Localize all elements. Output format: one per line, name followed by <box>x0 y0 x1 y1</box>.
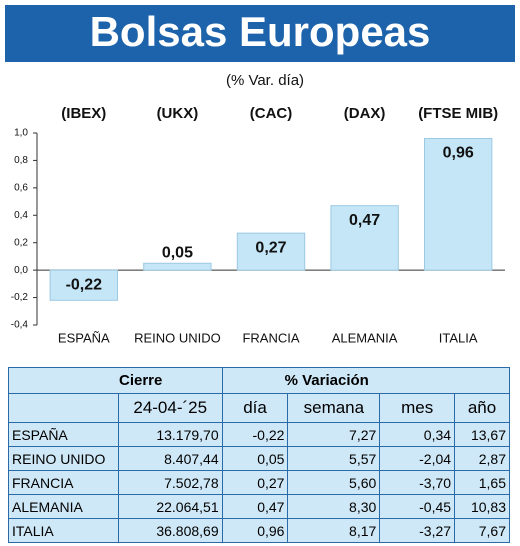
table-row: FRANCIA 7.502,78 0,27 5,60 -3,70 1,65 <box>8 470 510 495</box>
value-label: 0,47 <box>349 212 380 229</box>
table-row: ITALIA 36.808,69 0,96 8,17 -3,27 7,67 <box>8 518 510 543</box>
bar <box>143 262 212 271</box>
row-label: ESPAÑA <box>8 422 119 447</box>
y-tick-label: 0,2 <box>14 237 28 248</box>
table-row: REINO UNIDO 8.407,44 0,05 5,57 -2,04 2,87 <box>8 446 510 471</box>
cell: 7,27 <box>287 422 381 447</box>
cell: 13,67 <box>454 422 510 447</box>
cell: 7,67 <box>454 518 510 543</box>
value-label: -0,22 <box>66 276 103 293</box>
cell: 22.064,51 <box>117 494 223 519</box>
y-tick-label: 0,8 <box>14 155 28 166</box>
x-tick-label: ITALIA <box>439 330 478 345</box>
cell: 8,17 <box>287 518 381 543</box>
y-tick-label: 0,0 <box>14 265 28 276</box>
row-label: ALEMANIA <box>8 494 119 519</box>
y-tick-label: 0,4 <box>14 210 28 221</box>
date-header: 24-04-´25 <box>117 393 223 423</box>
cell: 5,60 <box>287 470 381 495</box>
table-row: ESPAÑA 13.179,70 -0,22 7,27 0,34 13,67 <box>8 422 510 447</box>
column-header: mes <box>379 393 456 423</box>
x-tick-label: REINO UNIDO <box>134 330 221 345</box>
title-banner <box>5 5 515 62</box>
cell: 7.502,78 <box>117 470 223 495</box>
y-tick-label: -0,2 <box>11 292 29 303</box>
index-label: (IBEX) <box>61 105 106 122</box>
cell: -2,04 <box>379 446 456 471</box>
bar <box>49 269 118 301</box>
cell: -0,45 <box>379 494 456 519</box>
cell: 36.808,69 <box>117 518 223 543</box>
index-label: (UKX) <box>157 105 199 122</box>
column-header: semana <box>287 393 381 423</box>
cell: 0,05 <box>221 446 289 471</box>
bar <box>236 232 306 271</box>
index-label: (DAX) <box>344 105 386 122</box>
chart: Bolsas Europeas (% Var. día) 1,0 0,8 0,6 0,… <box>5 5 515 345</box>
y-tick-label: 1,0 <box>14 128 28 139</box>
cell: -0,22 <box>221 422 289 447</box>
group-header: Cierre <box>8 367 223 394</box>
chart-title: Bolsas Europeas <box>90 8 431 55</box>
table-row: ALEMANIA 22.064,51 0,47 8,30 -0,45 10,83 <box>8 494 510 519</box>
x-tick-label: FRANCIA <box>242 330 299 345</box>
cell: 0,34 <box>379 422 456 447</box>
row-label: ITALIA <box>8 518 119 543</box>
bar <box>330 205 399 271</box>
data-table: Cierre% Variación 24-04-´25 día semana mes a… <box>8 367 511 543</box>
cell: 0,47 <box>221 494 289 519</box>
y-tick-label: -0,4 <box>11 320 29 331</box>
cell: 13.179,70 <box>117 422 223 447</box>
cell: 8.407,44 <box>117 446 223 471</box>
chart-subtitle: (% Var. día) <box>226 72 304 89</box>
x-tick-label: ESPAÑA <box>58 330 110 345</box>
column-header: día <box>221 393 289 423</box>
y-tick-label: 0,6 <box>14 182 28 193</box>
column-header: año <box>454 393 510 423</box>
cell: 0,96 <box>221 518 289 543</box>
value-label: 0,27 <box>255 239 286 256</box>
cell: -3,70 <box>379 470 456 495</box>
x-tick-label: ALEMANIA <box>332 330 398 345</box>
cell: 8,30 <box>287 494 381 519</box>
cell: 10,83 <box>454 494 510 519</box>
value-label: 0,96 <box>443 145 474 162</box>
cell: 0,27 <box>221 470 289 495</box>
bar <box>424 137 493 271</box>
group-header: % Variación <box>221 367 511 394</box>
index-label: (CAC) <box>250 105 293 122</box>
cell: 2,87 <box>454 446 510 471</box>
row-label: REINO UNIDO <box>8 446 119 471</box>
index-label: (FTSE MIB) <box>418 105 498 122</box>
value-label: 0,05 <box>162 245 193 262</box>
cell: 5,57 <box>287 446 381 471</box>
cell: 1,65 <box>454 470 510 495</box>
cell: -3,27 <box>379 518 456 543</box>
row-label: FRANCIA <box>8 470 119 495</box>
